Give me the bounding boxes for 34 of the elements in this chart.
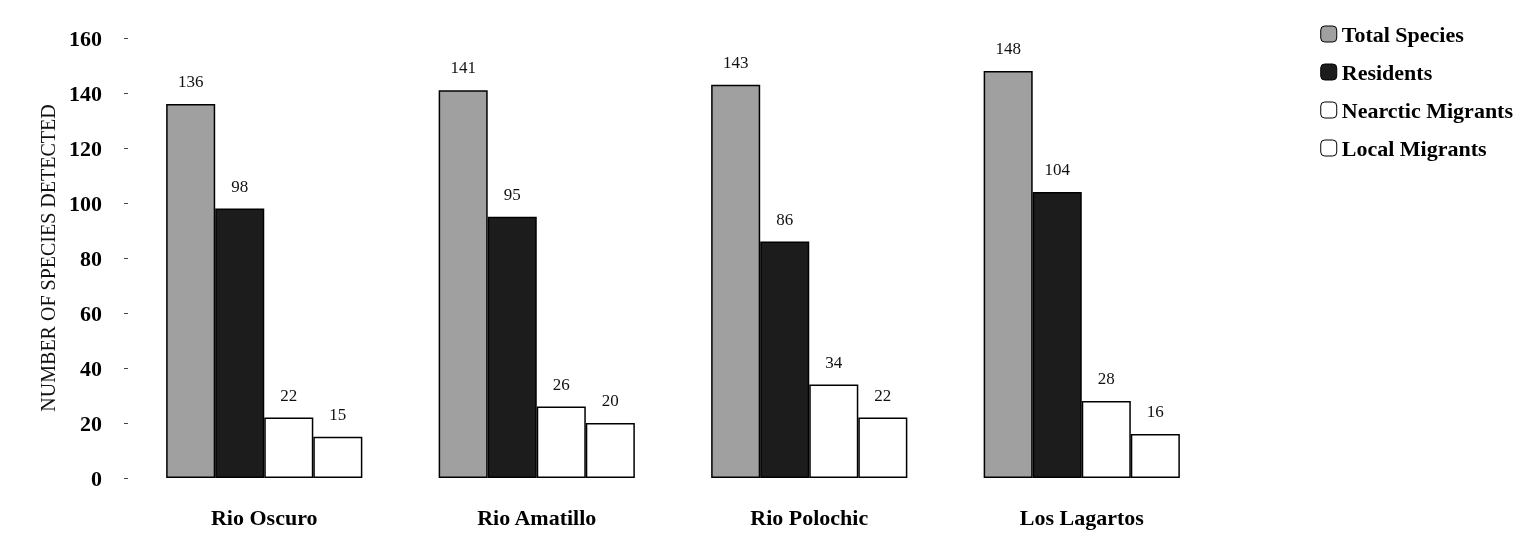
data-label: 15 xyxy=(329,404,347,424)
data-label: 22 xyxy=(280,385,298,405)
x-tick-label: Rio Amatillo xyxy=(477,504,597,530)
x-tick-label: Rio Oscuro xyxy=(210,504,318,530)
data-label: 104 xyxy=(1044,160,1071,179)
data-label: 20 xyxy=(601,391,619,410)
x-tick-label: Rio Polochic xyxy=(750,504,869,530)
y-tick-label: 60 xyxy=(80,300,102,326)
data-label: 95 xyxy=(503,184,521,204)
data-label: 26 xyxy=(552,374,570,394)
y-tick-label: 20 xyxy=(80,410,102,436)
y-tick-label: 40 xyxy=(80,355,102,381)
legend-label: Local Migrants xyxy=(1341,135,1487,161)
data-label: 86 xyxy=(776,209,794,229)
data-label: 98 xyxy=(231,176,249,196)
data-label: 16 xyxy=(1146,402,1164,421)
data-label: 143 xyxy=(722,52,749,72)
y-tick-label: 160 xyxy=(69,25,102,51)
y-tick-label: 0 xyxy=(91,465,102,491)
y-tick-label: 100 xyxy=(69,190,102,216)
y-tick-label: 80 xyxy=(80,245,102,271)
data-label: 34 xyxy=(825,352,843,372)
data-label: 22 xyxy=(874,385,892,405)
legend-label: Residents xyxy=(1341,59,1433,85)
data-label: 136 xyxy=(177,72,204,91)
legend-label: Total Species xyxy=(1341,21,1465,47)
y-tick-label: 120 xyxy=(69,135,102,161)
x-tick-label: Los Lagartos xyxy=(1019,504,1145,530)
y-axis-title: NUMBER OF SPECIES DETECTED xyxy=(37,104,60,412)
data-label: 148 xyxy=(995,39,1021,58)
data-label: 141 xyxy=(450,58,476,78)
data-label: 28 xyxy=(1097,369,1115,388)
legend-label: Nearctic Migrants xyxy=(1341,97,1514,123)
y-tick-label: 140 xyxy=(69,80,102,106)
